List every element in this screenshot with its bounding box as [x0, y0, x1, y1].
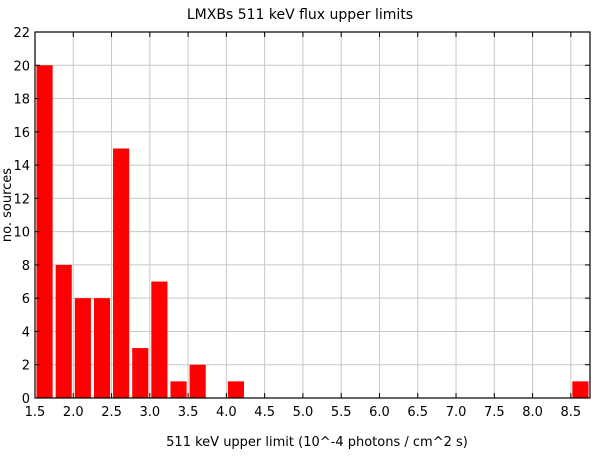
x-tick-label: 2.5 — [101, 405, 122, 420]
x-tick-label: 3.5 — [178, 405, 199, 420]
y-tick-label: 2 — [22, 359, 30, 374]
y-tick-labels: 0 2 4 6 8 10 12 14 16 18 20 22 — [13, 26, 30, 407]
x-tick-label: 7.0 — [446, 405, 467, 420]
histogram-bar — [36, 65, 53, 398]
histogram-bar — [151, 281, 168, 398]
histogram-bar — [113, 148, 130, 398]
x-tick-label: 3.0 — [139, 405, 160, 420]
axis-ticks — [34, 31, 590, 399]
x-tick-label: 1.5 — [25, 405, 46, 420]
x-tick-label: 4.5 — [254, 405, 275, 420]
x-tick-label: 6.0 — [369, 405, 390, 420]
histogram-bar — [572, 381, 589, 398]
x-tick-label: 5.0 — [293, 405, 314, 420]
chart-title: LMXBs 511 keV flux upper limits — [187, 7, 413, 23]
y-tick-label: 22 — [13, 26, 30, 41]
histogram-bar — [170, 381, 187, 398]
x-tick-label: 7.5 — [484, 405, 505, 420]
histogram-bar — [55, 264, 72, 398]
y-tick-label: 20 — [13, 59, 30, 74]
histogram-bar — [74, 298, 91, 398]
grid-lines — [34, 31, 590, 399]
histogram-bar — [93, 298, 111, 398]
histogram-bars — [36, 65, 589, 398]
x-axis-label: 511 keV upper limit (10^-4 photons / cm^… — [166, 435, 468, 450]
x-tick-label: 4.0 — [216, 405, 237, 420]
y-tick-label: 6 — [22, 292, 30, 307]
plot-frame — [34, 31, 591, 399]
y-tick-label: 8 — [22, 259, 30, 274]
y-tick-label: 0 — [22, 392, 30, 407]
histogram-bar — [132, 348, 149, 398]
x-tick-label: 6.5 — [407, 405, 428, 420]
x-tick-label: 8.5 — [561, 405, 582, 420]
y-tick-label: 12 — [13, 192, 30, 207]
x-tick-label: 8.0 — [522, 405, 543, 420]
y-axis-label: no. sources — [0, 168, 15, 242]
y-tick-label: 10 — [13, 226, 30, 241]
y-tick-label: 14 — [13, 159, 30, 174]
y-tick-label: 18 — [13, 93, 30, 108]
histogram-bar — [189, 364, 206, 398]
y-tick-label: 16 — [13, 126, 30, 141]
x-tick-label: 5.5 — [331, 405, 352, 420]
x-tick-labels: 1.5 2.0 2.5 3.0 3.5 4.0 4.5 5.0 5.5 6.0 6.5 7.0 7.5 8… — [25, 405, 582, 420]
x-tick-label: 2.0 — [63, 405, 84, 420]
histogram-bar — [227, 381, 245, 398]
y-tick-label: 4 — [22, 325, 30, 340]
